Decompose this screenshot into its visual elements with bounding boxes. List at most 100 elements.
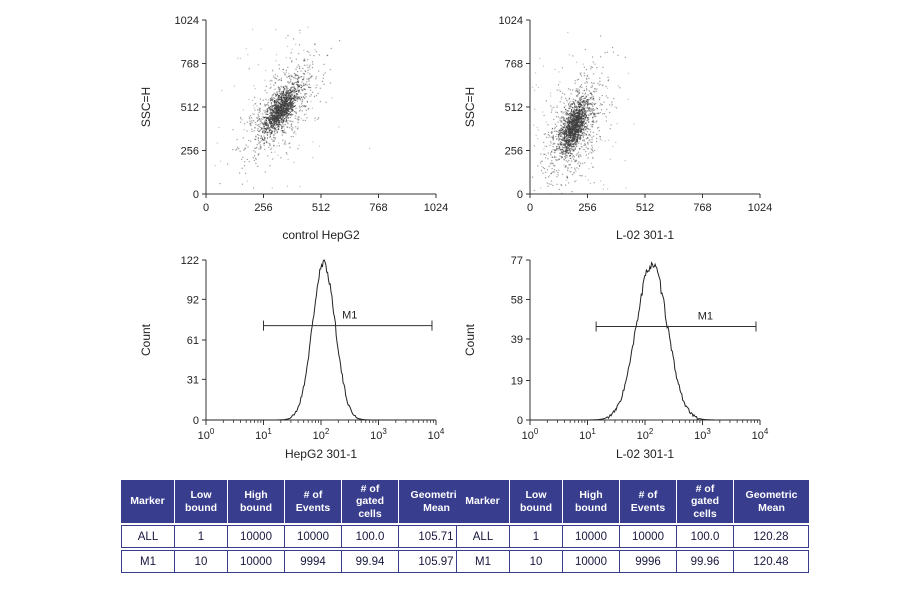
tick-label: 102 <box>637 427 654 442</box>
tick-label: 0 <box>527 202 533 214</box>
tick-label: 1024 <box>748 202 772 214</box>
table-header-cell: Marker <box>456 480 510 524</box>
table-cell: 10000 <box>228 550 285 574</box>
tick-label: 768 <box>369 202 387 214</box>
y-axis-label: SSC=H <box>139 87 153 127</box>
table-cell: 10000 <box>228 525 285 549</box>
table-row: M1 10 10000 9994 99.94 105.97 <box>121 550 474 574</box>
table-cell: M1 <box>456 550 510 574</box>
tick-label: 768 <box>181 59 199 71</box>
scatter-points <box>214 26 371 189</box>
tick-label: 768 <box>693 202 711 214</box>
tick-label: 0 <box>203 202 209 214</box>
tick-label: 0 <box>193 415 199 427</box>
tick-label: 103 <box>370 427 387 442</box>
gate-label: M1 <box>342 310 357 322</box>
tick-label: 1024 <box>175 15 199 27</box>
table-cell: 10000 <box>563 525 620 549</box>
table-cell: 9996 <box>620 550 677 574</box>
x-axis-label: L-02 301-1 <box>616 447 674 461</box>
tick-label: 100 <box>522 427 539 442</box>
table-header-cell: Low bound <box>175 480 228 524</box>
x-axis-label: control HepG2 <box>282 228 360 242</box>
table-cell: 10000 <box>620 525 677 549</box>
table-cell: 9994 <box>285 550 342 574</box>
tick-label: 512 <box>312 202 330 214</box>
table-cell: 105.71 <box>399 525 474 549</box>
tick-label: 768 <box>505 59 523 71</box>
table-cell: 100.0 <box>342 525 399 549</box>
histogram-l02: 100 101 102 103 104 0 19 39 58 77 L-02 301-1 Count M… <box>452 248 782 467</box>
table-cell: 10 <box>175 550 228 574</box>
tick-label: 104 <box>752 427 769 442</box>
x-axis-label: L-02 301-1 <box>616 228 674 242</box>
table-cell: ALL <box>121 525 175 549</box>
tick-label: 256 <box>505 146 523 158</box>
stats-table-hepg2: Marker Low bound High bound # of Events # of… <box>121 478 474 575</box>
table-cell: 99.96 <box>677 550 734 574</box>
tick-label: 256 <box>254 202 272 214</box>
table-header-cell: # of gated cells <box>342 480 399 524</box>
table-header-cell: # of gated cells <box>677 480 734 524</box>
tick-label: 102 <box>313 427 330 442</box>
table-cell: 10000 <box>563 550 620 574</box>
tick-label: 104 <box>428 427 445 442</box>
tick-label: 122 <box>181 255 199 267</box>
tick-label: 256 <box>181 146 199 158</box>
histogram-curve <box>530 261 760 421</box>
table-cell: 99.94 <box>342 550 399 574</box>
tick-label: 100 <box>198 427 215 442</box>
table-cell: 120.28 <box>734 525 809 549</box>
table-cell: 120.48 <box>734 550 809 574</box>
tick-label: 77 <box>511 255 523 267</box>
stats-table-l02: Marker Low bound High bound # of Events # of… <box>456 478 809 575</box>
tick-label: 39 <box>511 334 523 346</box>
histogram-hepg2: 100 101 102 103 104 0 31 61 92 122 HepG2 301-1 Coun… <box>128 248 458 467</box>
tick-label: 512 <box>505 102 523 114</box>
tick-label: 256 <box>578 202 596 214</box>
y-axis-label: Count <box>139 323 153 356</box>
gate-m1: M1 <box>595 310 757 332</box>
tick-label: 0 <box>193 189 199 201</box>
table-cell: M1 <box>121 550 175 574</box>
scatter-plot-l02: 0 256 512 768 1024 0 256 512 768 1024 L-02 301-1 SS… <box>452 8 782 249</box>
tick-label: 92 <box>187 294 199 306</box>
tick-label: 512 <box>181 102 199 114</box>
scatter-points <box>531 31 635 195</box>
tick-label: 61 <box>187 335 199 347</box>
table-row: ALL 1 10000 10000 100.0 105.71 <box>121 525 474 549</box>
x-axis-label: HepG2 301-1 <box>285 447 357 461</box>
tick-label: 58 <box>511 294 523 306</box>
tick-label: 0 <box>517 415 523 427</box>
table-cell: 10000 <box>285 525 342 549</box>
histogram-curve <box>206 259 436 421</box>
tick-label: 0 <box>517 189 523 201</box>
tick-label: 19 <box>511 376 523 388</box>
tick-label: 31 <box>187 374 199 386</box>
tick-label: 101 <box>255 427 272 442</box>
y-axis-label: SSC=H <box>463 87 477 127</box>
table-header-cell: # of Events <box>620 480 677 524</box>
tick-label: 1024 <box>424 202 448 214</box>
table-header-cell: Geometric Mean <box>734 480 809 524</box>
table-cell: ALL <box>456 525 510 549</box>
table-header-cell: High bound <box>563 480 620 524</box>
table-header-cell: # of Events <box>285 480 342 524</box>
tick-label: 1024 <box>499 15 523 27</box>
tick-label: 103 <box>694 427 711 442</box>
stats-table: Marker Low bound High bound # of Events # of… <box>456 478 809 575</box>
table-cell: 10 <box>510 550 563 574</box>
stats-table: Marker Low bound High bound # of Events # of… <box>121 478 474 575</box>
tick-label: 512 <box>636 202 654 214</box>
table-cell: 1 <box>510 525 563 549</box>
scatter-plot-control-hepg2: 0 256 512 768 1024 0 256 512 768 1024 control HepG… <box>128 8 458 249</box>
table-header-cell: Low bound <box>510 480 563 524</box>
table-cell: 1 <box>175 525 228 549</box>
gate-label: M1 <box>698 310 713 322</box>
table-header-cell: Marker <box>121 480 175 524</box>
y-axis-label: Count <box>463 323 477 356</box>
tick-label: 101 <box>579 427 596 442</box>
gate-m1: M1 <box>263 310 433 331</box>
table-row: ALL 1 10000 10000 100.0 120.28 <box>456 525 809 549</box>
